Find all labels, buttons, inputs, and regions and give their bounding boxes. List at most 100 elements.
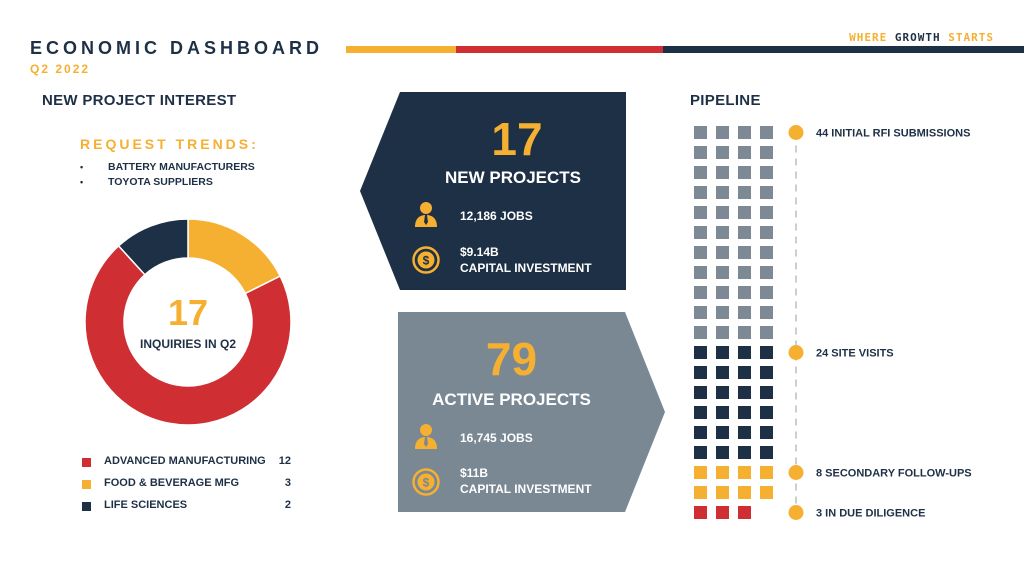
pipeline-square: [716, 306, 729, 319]
pipeline-square: [738, 486, 751, 499]
pipeline-square: [694, 206, 707, 219]
pipeline-marker: [788, 345, 804, 360]
pipeline-square: [716, 466, 729, 479]
pipeline-square: [716, 506, 729, 519]
header-stripes: [346, 46, 1024, 53]
pipeline-square: [694, 386, 707, 399]
pipeline-square: [738, 146, 751, 159]
pipeline-square: [716, 266, 729, 279]
pipeline-marker: [788, 465, 804, 480]
legend-item: FOOD & BEVERAGE MFG 3: [82, 477, 297, 499]
new-projects-label: NEW PROJECTS: [444, 168, 582, 187]
pipeline-square: [694, 266, 707, 279]
pipeline-square: [694, 506, 707, 519]
pipeline-marker: [788, 505, 804, 520]
donut-caption: INQUIRIES IN Q2: [139, 337, 237, 351]
pipeline-square: [738, 506, 751, 519]
page-title: ECONOMIC DASHBOARD: [30, 38, 324, 58]
pipeline-stage-label: 8 SECONDARY FOLLOW-UPS: [816, 468, 972, 480]
dollar-coin-icon: $: [412, 246, 440, 274]
pipeline-square: [760, 346, 773, 359]
pipeline-square: [694, 446, 707, 459]
panel-shape: [360, 92, 626, 290]
person-icon: [415, 202, 437, 227]
pipeline-square: [760, 126, 773, 139]
legend-swatch: [82, 480, 91, 489]
legend-value: 3: [284, 477, 291, 489]
investment-amount: $11B: [460, 466, 489, 480]
pipeline-square: [738, 166, 751, 179]
pipeline-square: [716, 406, 729, 419]
pipeline-chart: 44 INITIAL RFI SUBMISSIONS 24 SITE VISITS…: [694, 125, 972, 520]
interest-heading: NEW PROJECT INTEREST: [42, 92, 237, 109]
pipeline-square: [716, 426, 729, 439]
active-projects-label: ACTIVE PROJECTS: [432, 390, 591, 409]
pipeline-square: [738, 446, 751, 459]
pipeline-square: [738, 246, 751, 259]
pipeline-square: [760, 446, 773, 459]
donut-slice-life-sciences: [117, 218, 189, 276]
pipeline-square: [738, 286, 751, 299]
pipeline-square: [760, 426, 773, 439]
trend-item: TOYOTA SUPPLIERS: [80, 175, 255, 190]
pipeline-square: [738, 426, 751, 439]
new-projects-count: 17: [491, 113, 543, 165]
pipeline-square: [694, 166, 707, 179]
pipeline-square: [694, 366, 707, 379]
investment-label: CAPITAL INVESTMENT: [460, 261, 592, 275]
donut-slice-advanced-manufacturing: [84, 244, 292, 426]
svg-text:$: $: [423, 254, 430, 268]
new-projects-jobs: 12,186 JOBS: [460, 209, 533, 223]
pipeline-square: [760, 186, 773, 199]
pipeline-square: [738, 266, 751, 279]
legend-value: 12: [278, 455, 291, 467]
pipeline-square: [694, 426, 707, 439]
legend-item: ADVANCED MANUFACTURING 12: [82, 455, 297, 477]
pipeline-square: [760, 166, 773, 179]
trends-heading: REQUEST TRENDS:: [80, 136, 259, 152]
pipeline-square: [738, 306, 751, 319]
legend-swatch: [82, 458, 91, 467]
donut-total: 17: [167, 292, 209, 333]
pipeline-heading: PIPELINE: [690, 92, 761, 109]
panel-shape: [398, 312, 665, 512]
active-projects-panel: 79 ACTIVE PROJECTS 16,745 JOBS $ $11B CA…: [398, 312, 665, 512]
stripe-red: [456, 46, 663, 53]
pipeline-square: [694, 226, 707, 239]
pipeline-square: [694, 186, 707, 199]
pipeline-stage-label: 44 INITIAL RFI SUBMISSIONS: [816, 128, 970, 140]
pipeline-square: [694, 466, 707, 479]
pipeline-square: [760, 486, 773, 499]
pipeline-square: [716, 446, 729, 459]
pipeline-marker: [788, 125, 804, 140]
tagline-word-2: GROWTH: [894, 31, 941, 44]
pipeline-square: [716, 146, 729, 159]
pipeline-square: [716, 166, 729, 179]
pipeline-square: [716, 326, 729, 339]
stripe-gold: [346, 46, 456, 53]
pipeline-square: [738, 346, 751, 359]
new-projects-panel: 17 NEW PROJECTS 12,186 JOBS $ $9.14B CAP…: [360, 92, 626, 290]
pipeline-square: [738, 186, 751, 199]
pipeline-square: [694, 326, 707, 339]
new-projects-investment: $9.14B CAPITAL INVESTMENT: [460, 244, 592, 276]
pipeline-square: [694, 146, 707, 159]
pipeline-square: [694, 306, 707, 319]
pipeline-square: [716, 346, 729, 359]
pipeline-square: [716, 366, 729, 379]
pipeline-square: [760, 466, 773, 479]
pipeline-square: [760, 146, 773, 159]
legend-swatch: [82, 502, 91, 511]
pipeline-square: [694, 346, 707, 359]
pipeline-square: [738, 326, 751, 339]
active-projects-jobs: 16,745 JOBS: [460, 431, 533, 445]
legend-value: 2: [284, 499, 291, 511]
svg-text:$: $: [423, 476, 430, 490]
pipeline-square: [760, 306, 773, 319]
tagline-word-3: STARTS: [948, 31, 994, 44]
pipeline-square: [760, 206, 773, 219]
pipeline-square: [716, 226, 729, 239]
pipeline-square: [760, 386, 773, 399]
trend-item: BATTERY MANUFACTURERS: [80, 160, 255, 175]
pipeline-square: [716, 206, 729, 219]
